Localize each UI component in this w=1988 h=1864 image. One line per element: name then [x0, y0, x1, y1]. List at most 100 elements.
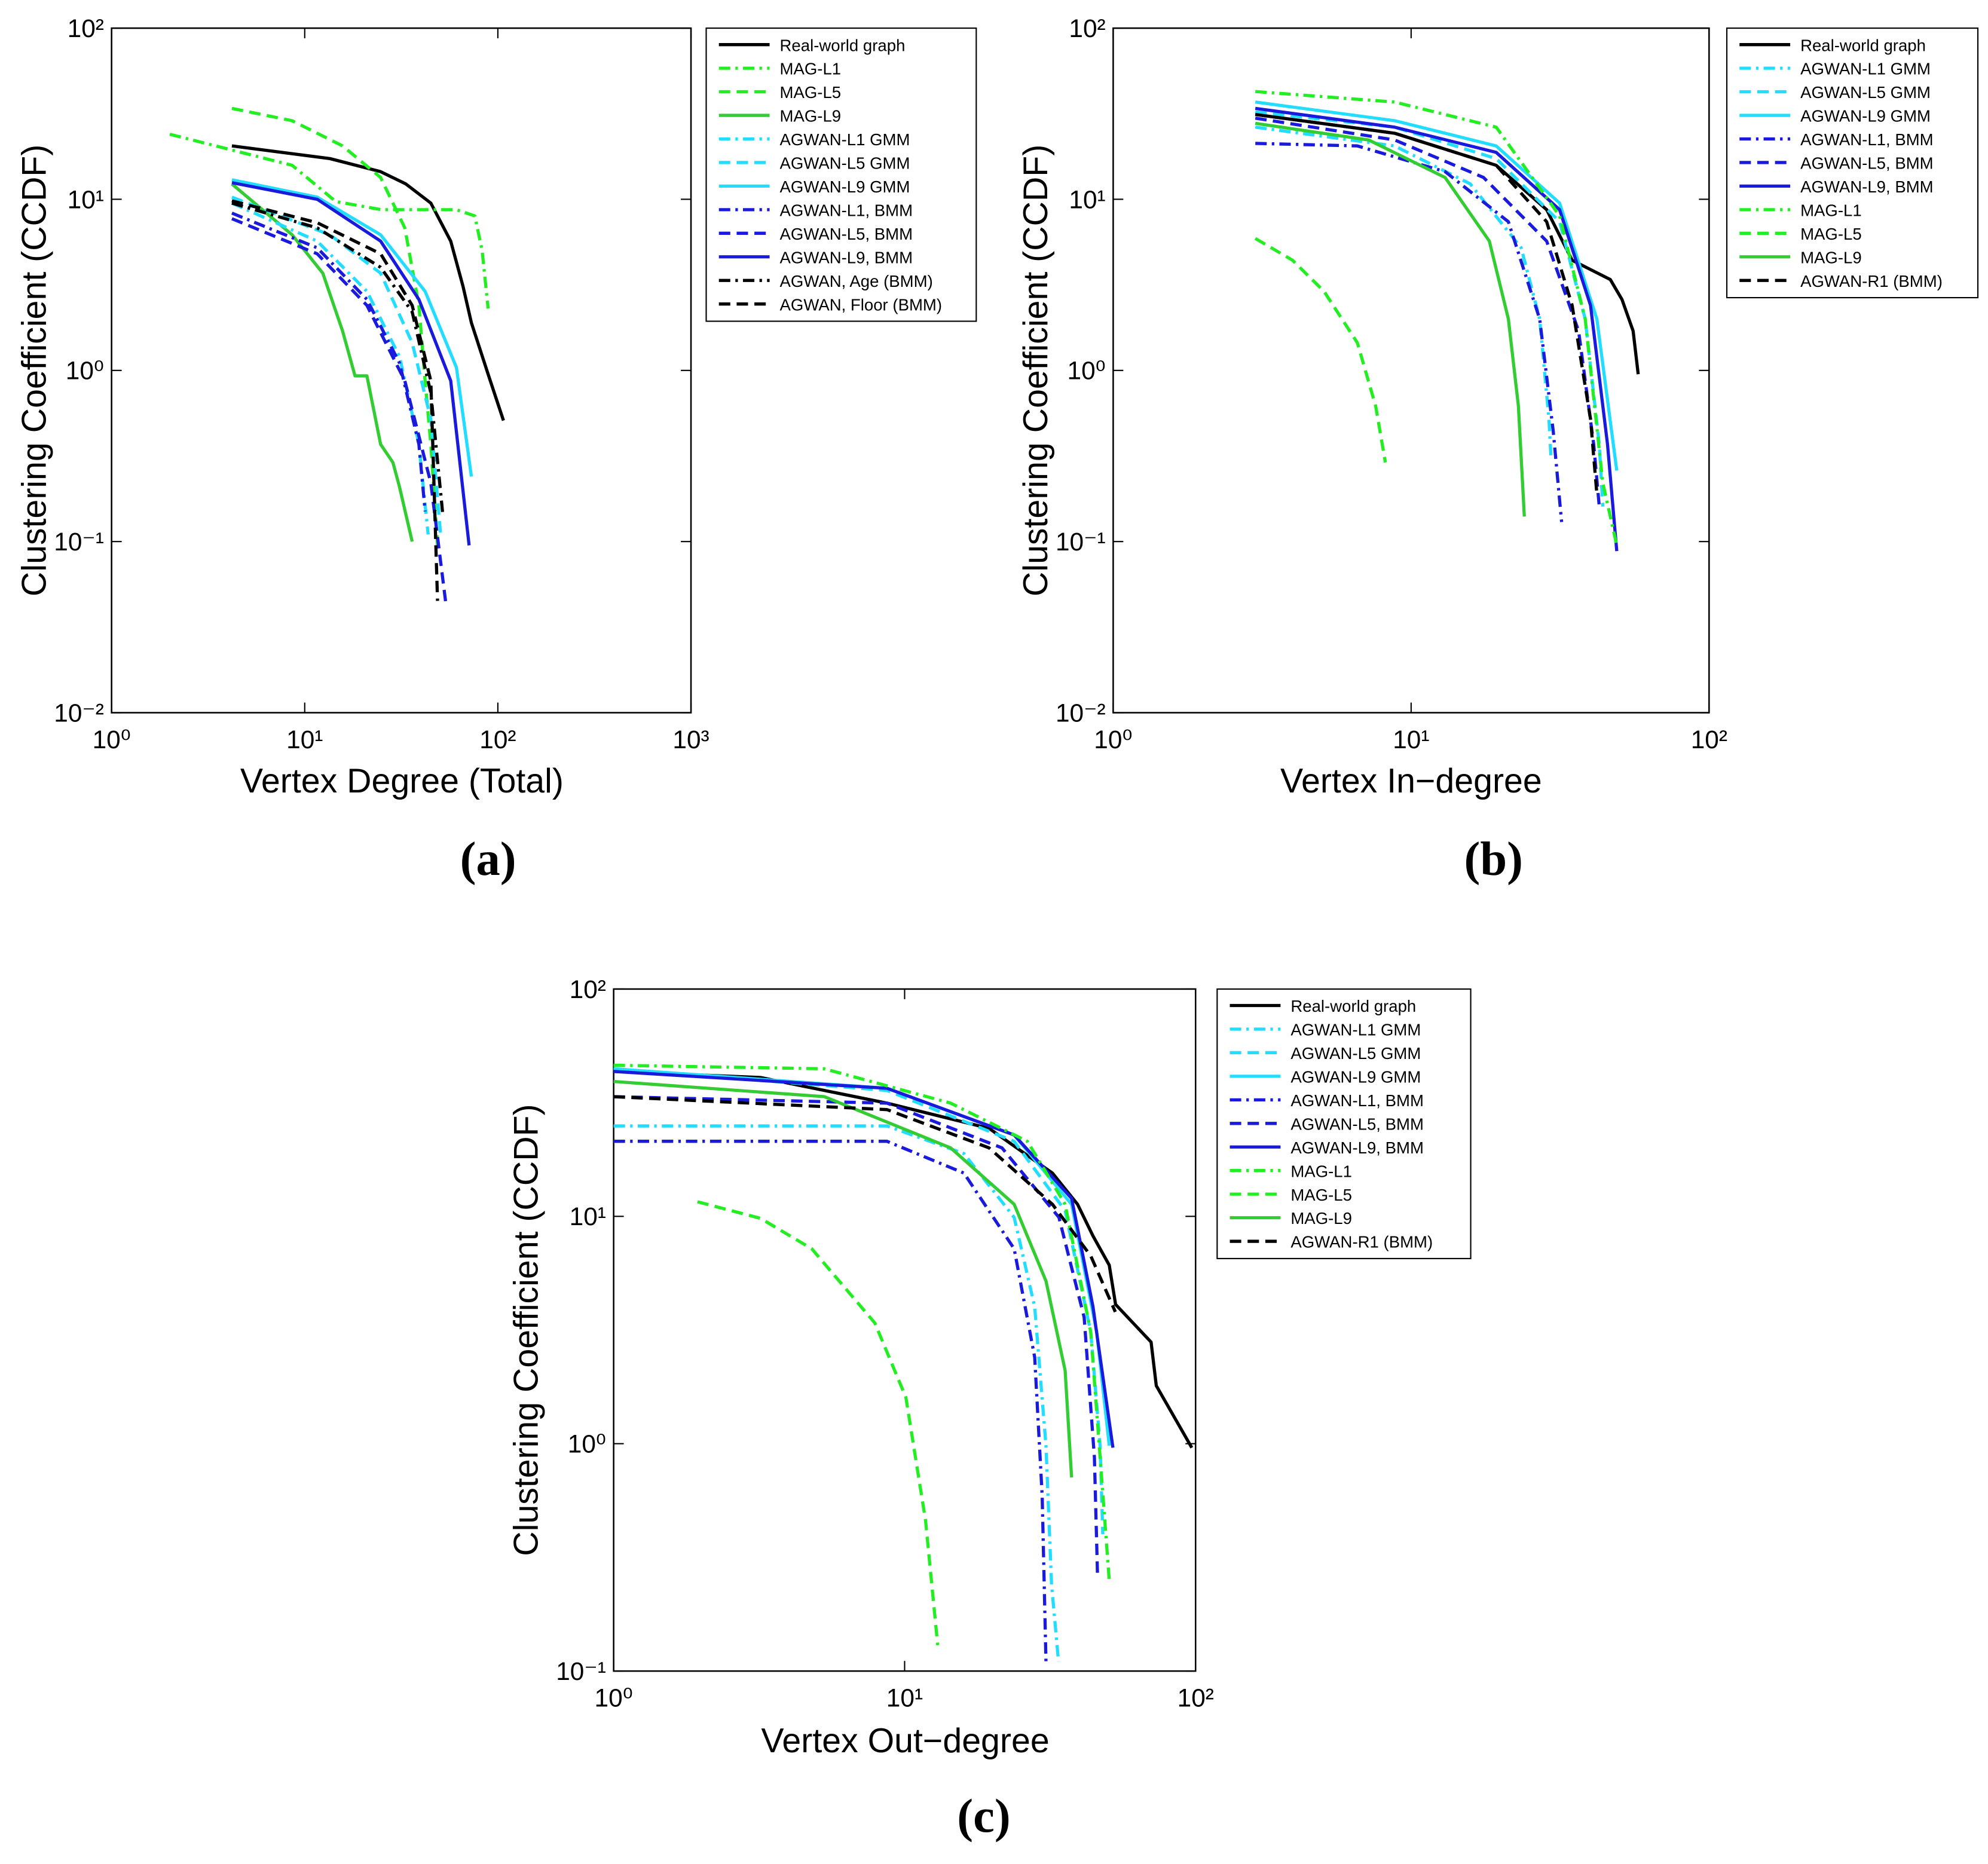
x-axis-label: Vertex Out−degree	[761, 1722, 1049, 1760]
series-line	[1255, 126, 1553, 460]
series-line	[1255, 142, 1564, 522]
y-axis-label: Clustering Coefficient (CCDF)	[15, 145, 53, 596]
legend-label: AGWAN-L1 GMM	[1800, 60, 1931, 78]
x-tick-label: 10³	[672, 726, 709, 754]
y-tick-label: 10⁰	[1067, 357, 1105, 385]
series-line	[231, 199, 439, 601]
series-line	[697, 1200, 940, 1646]
plot-area	[1112, 27, 1710, 714]
series-line	[231, 106, 439, 546]
series-line	[613, 1140, 1048, 1662]
panel: 10⁰ 10¹ 10² 10⁻² 10⁻¹ 10⁰ 10¹ 10² Vertex In−degr…	[1017, 14, 1979, 886]
series-line	[1255, 112, 1640, 375]
legend-label: MAG-L1	[1800, 201, 1862, 219]
series-line	[231, 201, 430, 535]
series-line	[613, 1095, 1117, 1313]
series-line	[1255, 106, 1619, 552]
x-tick-label: 10²	[1691, 726, 1727, 754]
legend-label: MAG-L9	[1290, 1209, 1352, 1228]
legend-label: MAG-L1	[1290, 1162, 1352, 1180]
x-tick-label: 10⁰	[595, 1684, 633, 1712]
legend-box	[1216, 988, 1472, 1259]
series-line	[231, 195, 442, 535]
series-line	[613, 1124, 1060, 1662]
legend-label: AGWAN-L5 GMM	[1290, 1044, 1421, 1063]
series-line	[613, 1070, 1115, 1448]
x-tick-label: 10¹	[286, 726, 323, 754]
x-tick-label: 10¹	[886, 1684, 923, 1712]
legend-label: MAG-L9	[1800, 248, 1862, 267]
y-tick-label: 10¹	[570, 1202, 606, 1231]
legend-label: MAG-L5	[1290, 1186, 1352, 1204]
series-line	[231, 144, 505, 421]
x-tick-label: 10²	[1177, 1684, 1214, 1712]
series-line	[1254, 237, 1387, 463]
series-line	[231, 212, 427, 512]
legend-label: AGWAN-L5 GMM	[780, 154, 910, 173]
legend-label: AGWAN-L5, BMM	[1290, 1115, 1424, 1133]
legend-label: AGWAN-L9, BMM	[780, 248, 913, 267]
legend-label: AGWAN-L5, BMM	[780, 225, 913, 243]
legend-label: AGWAN-L1 GMM	[780, 130, 910, 149]
series-line	[1255, 100, 1619, 471]
x-tick-label: 10⁰	[93, 726, 131, 754]
legend-label: AGWAN-R1 (BMM)	[1800, 272, 1943, 290]
y-tick-label: 10⁻²	[54, 699, 104, 727]
legend-label: MAG-L9	[780, 107, 842, 126]
legend-label: MAG-L5	[1800, 225, 1862, 243]
panel-label: (b)	[1464, 832, 1522, 886]
series-line	[231, 178, 473, 477]
legend-label: AGWAN-L1 GMM	[1290, 1021, 1421, 1039]
legend-label: Real-world graph	[1800, 36, 1926, 54]
panel-label: (a)	[460, 832, 516, 886]
legend-label: AGWAN-L5, BMM	[1800, 154, 1934, 173]
legend-label: Real-world graph	[1290, 997, 1416, 1015]
series-line	[1255, 121, 1526, 517]
legend-label: AGWAN-R1 (BMM)	[1290, 1233, 1433, 1251]
legend-label: AGWAN-L1, BMM	[780, 201, 913, 219]
legend-label: AGWAN-L9, BMM	[1290, 1138, 1424, 1157]
y-tick-label: 10²	[570, 975, 606, 1003]
legend-box	[705, 27, 977, 322]
legend-label: AGWAN, Age (BMM)	[780, 272, 933, 290]
y-tick-label: 10⁰	[66, 357, 104, 385]
legend-label: AGWAN-L1, BMM	[1800, 130, 1934, 149]
legend-label: MAG-L1	[780, 60, 842, 78]
legend-label: AGWAN-L5 GMM	[1800, 83, 1931, 102]
series-line	[231, 181, 471, 546]
legend-label: AGWAN-L9, BMM	[1800, 177, 1934, 196]
legend-label: AGWAN-L9 GMM	[1290, 1067, 1421, 1086]
y-tick-label: 10²	[1069, 14, 1105, 42]
series-line	[613, 1063, 1111, 1581]
series-line	[231, 182, 414, 542]
legend-label: AGWAN-L9 GMM	[1800, 107, 1931, 126]
legend-label: AGWAN-L9 GMM	[780, 177, 910, 196]
legend-label: AGWAN-L1, BMM	[1290, 1091, 1424, 1110]
series-line	[613, 1095, 1099, 1574]
y-axis-label: Clustering Coefficient (CCDF)	[507, 1104, 545, 1556]
x-tick-label: 10⁰	[1094, 726, 1132, 754]
y-tick-label: 10⁰	[568, 1430, 606, 1458]
x-tick-label: 10²	[479, 726, 516, 754]
y-tick-label: 10⁻¹	[1056, 528, 1106, 556]
panel: 10⁰ 10¹ 10² 10³ 10⁻² 10⁻¹ 10⁰ 10¹ 10² Vertex Degr…	[15, 14, 977, 886]
legend-label: Real-world graph	[780, 36, 906, 54]
y-tick-label: 10¹	[1069, 185, 1105, 213]
legend-label: AGWAN, Floor (BMM)	[780, 295, 943, 314]
legend-label: MAG-L5	[780, 83, 842, 102]
y-tick-label: 10⁻²	[1056, 699, 1106, 727]
series-line	[169, 133, 490, 309]
panel-label: (c)	[957, 1790, 1010, 1843]
series-line	[1255, 112, 1599, 494]
series-line	[613, 1070, 1194, 1449]
x-axis-label: Vertex Degree (Total)	[240, 762, 564, 800]
y-tick-label: 10⁻¹	[54, 528, 104, 556]
y-tick-label: 10¹	[68, 185, 104, 213]
x-axis-label: Vertex In−degree	[1280, 762, 1542, 800]
series-line	[613, 1079, 1073, 1478]
y-axis-label: Clustering Coefficient (CCDF)	[1017, 145, 1055, 596]
x-tick-label: 10¹	[1393, 726, 1429, 754]
